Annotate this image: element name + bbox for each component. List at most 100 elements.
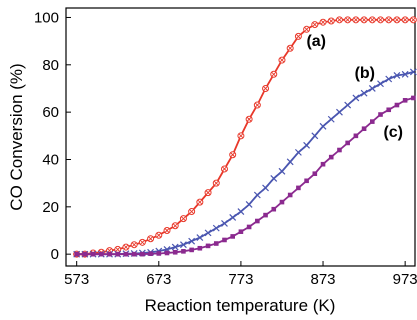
series-3 — [74, 95, 416, 257]
data-point — [303, 25, 311, 33]
data-point — [304, 178, 309, 184]
y-tick-label: 0 — [51, 246, 59, 263]
data-point — [296, 185, 301, 191]
data-point — [411, 95, 416, 101]
data-point — [262, 84, 270, 92]
data-point — [212, 179, 220, 187]
data-point — [180, 241, 187, 249]
data-point — [344, 101, 352, 109]
data-point — [222, 237, 227, 243]
data-point — [131, 251, 137, 257]
data-point — [197, 245, 203, 251]
data-point — [287, 192, 293, 198]
data-point — [255, 218, 260, 224]
data-point — [263, 212, 268, 218]
data-point — [360, 89, 368, 97]
x-tick-label: 573 — [64, 271, 89, 288]
data-point — [279, 199, 285, 205]
data-point — [196, 234, 204, 242]
series-label-a: (a) — [306, 33, 326, 50]
series-label-b: (b) — [355, 65, 375, 82]
y-tick-label: 40 — [42, 151, 59, 168]
series-line — [76, 18, 414, 256]
data-point — [82, 251, 88, 257]
data-point — [172, 249, 178, 255]
data-point — [212, 224, 220, 232]
data-point — [402, 98, 408, 103]
data-point — [409, 16, 417, 24]
data-point — [393, 72, 401, 79]
data-point — [246, 224, 252, 230]
x-tick-label: 873 — [311, 271, 336, 288]
data-point — [148, 251, 153, 256]
data-point — [312, 171, 318, 176]
data-point — [188, 237, 196, 245]
data-point — [320, 161, 326, 167]
data-point — [278, 56, 286, 64]
data-point — [253, 101, 261, 109]
series-line — [76, 71, 414, 256]
y-axis-title: CO Conversion (%) — [7, 63, 26, 210]
data-point — [245, 115, 253, 123]
data-point — [294, 32, 302, 40]
data-point — [147, 235, 155, 243]
data-point — [253, 191, 261, 199]
data-point — [327, 115, 335, 123]
data-point — [181, 249, 186, 254]
data-point — [352, 16, 360, 24]
x-axis-title: Reaction temperature (K) — [145, 296, 336, 315]
data-point — [385, 16, 393, 24]
data-point — [344, 16, 352, 24]
data-point — [353, 133, 359, 139]
data-point — [122, 243, 130, 251]
data-point — [401, 70, 409, 78]
data-point — [311, 21, 319, 29]
data-point — [140, 251, 145, 257]
data-point — [319, 18, 327, 26]
data-point — [401, 16, 409, 24]
data-point — [230, 234, 235, 239]
y-tick-label: 60 — [42, 104, 59, 121]
data-point — [107, 251, 112, 257]
data-point — [319, 122, 327, 130]
data-point — [345, 140, 350, 146]
data-point — [238, 229, 244, 234]
data-point — [90, 251, 96, 257]
data-point — [213, 241, 219, 246]
data-point — [156, 251, 162, 256]
y-tick-label: 80 — [42, 57, 59, 74]
data-point — [328, 154, 334, 160]
series-line — [76, 97, 414, 256]
x-tick-label: 773 — [228, 271, 253, 288]
data-point — [368, 16, 376, 24]
data-point — [130, 241, 138, 249]
data-point — [377, 16, 385, 24]
data-point — [368, 85, 376, 92]
data-point — [237, 208, 245, 215]
data-point — [262, 184, 269, 192]
data-point — [271, 206, 277, 212]
data-point — [327, 17, 335, 25]
data-point — [196, 198, 204, 206]
x-axis-ticks: 573 673 773 873 973 — [64, 261, 417, 288]
data-point — [394, 102, 400, 108]
data-point — [278, 167, 286, 175]
data-point — [189, 247, 194, 253]
data-point — [303, 141, 311, 149]
data-point — [99, 251, 104, 257]
data-point — [377, 80, 384, 88]
data-point — [205, 243, 211, 249]
data-point — [114, 245, 122, 253]
data-point — [270, 174, 278, 182]
data-point — [352, 94, 360, 102]
data-point — [204, 229, 212, 237]
data-point — [385, 75, 393, 83]
data-point — [138, 238, 146, 246]
data-point — [220, 165, 228, 173]
data-point — [286, 158, 294, 166]
x-tick-label: 673 — [146, 271, 171, 288]
data-point — [361, 126, 367, 132]
data-point — [294, 148, 302, 156]
data-point — [164, 250, 170, 256]
